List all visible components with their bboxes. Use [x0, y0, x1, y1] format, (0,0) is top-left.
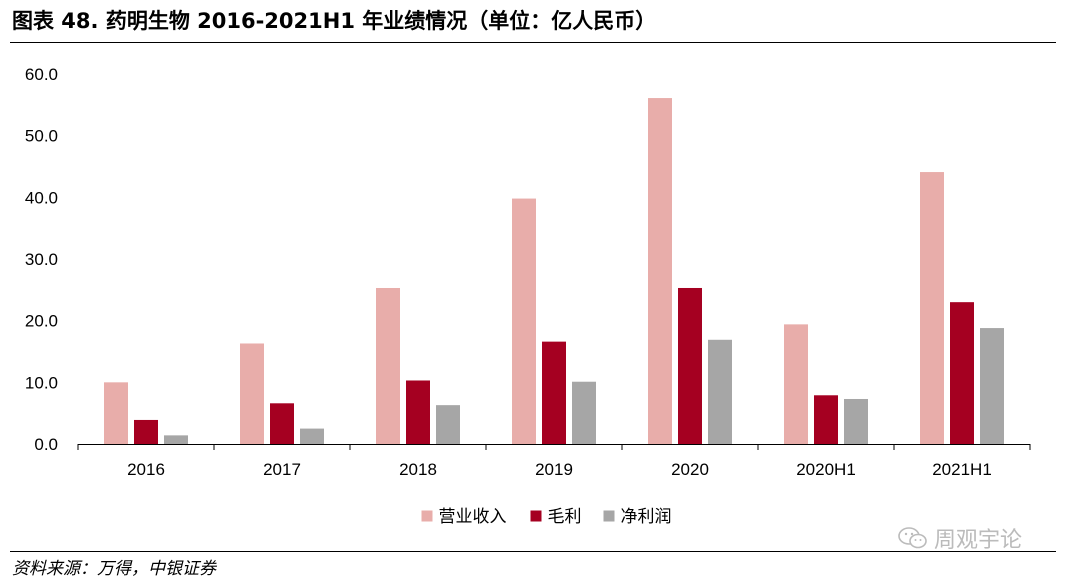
x-axis-ticks: 2016 2017 2018 2019 2020 2020H1 2021H1 — [77, 444, 1031, 479]
bar-2016-营业收入 — [104, 382, 128, 444]
watermark: 周观宇论 — [898, 522, 1022, 554]
bar-2020-净利润 — [708, 339, 732, 444]
x-tick-label-2018: 2018 — [399, 460, 437, 479]
watermark-text: 周观宇论 — [934, 528, 1023, 553]
bar-2016-净利润 — [164, 435, 188, 444]
bar-2020H1-营业收入 — [784, 324, 808, 444]
bar-2019-营业收入 — [512, 198, 536, 444]
legend-swatch-净利润 — [603, 510, 615, 522]
x-tick-label-2019: 2019 — [535, 460, 573, 479]
bar-2017-营业收入 — [240, 343, 264, 444]
chart-title: 图表 48. 药明生物 2016-2021H1 年业绩情况（单位：亿人民币） — [12, 9, 657, 33]
bar-2019-净利润 — [572, 381, 596, 444]
y-tick-label-3: 30.0 — [25, 250, 58, 269]
bar-2018-毛利 — [406, 380, 430, 444]
bar-2019-毛利 — [542, 341, 566, 444]
legend-label-营业收入: 营业收入 — [439, 507, 507, 527]
bar-2018-净利润 — [436, 405, 460, 444]
y-tick-label-0: 0.0 — [34, 435, 58, 454]
bar-2017-净利润 — [300, 428, 324, 444]
x-tick-label-2020H1: 2020H1 — [796, 460, 856, 479]
wechat-icon — [898, 527, 927, 549]
bar-2017-毛利 — [270, 403, 294, 444]
bar-2021H1-营业收入 — [920, 172, 944, 445]
bar-2020-营业收入 — [648, 98, 672, 445]
bar-series-group — [104, 98, 1004, 445]
legend-swatch-营业收入 — [421, 510, 433, 522]
bar-2020H1-净利润 — [844, 398, 868, 444]
bar-2021H1-毛利 — [950, 302, 974, 444]
bar-2020-毛利 — [678, 287, 702, 444]
y-tick-label-2: 20.0 — [25, 312, 58, 331]
x-tick-label-2020: 2020 — [671, 460, 709, 479]
top-rule — [10, 42, 1056, 43]
x-tick-label-2016: 2016 — [127, 460, 165, 479]
bar-2020H1-毛利 — [814, 395, 838, 444]
bar-2021H1-净利润 — [980, 328, 1004, 444]
bar-2018-营业收入 — [376, 287, 400, 444]
legend-label-毛利: 毛利 — [548, 507, 582, 527]
y-axis-ticks: 0.0 10.0 20.0 30.0 40.0 50.0 60.0 — [25, 65, 58, 454]
source-note: 资料来源：万得，中银证券 — [12, 559, 216, 579]
y-tick-label-6: 60.0 — [25, 65, 58, 84]
y-tick-label-5: 50.0 — [25, 127, 58, 146]
bar-chart: 0.0 10.0 20.0 30.0 40.0 50.0 60.0 2016 2017 2018… — [25, 65, 1031, 527]
legend-label-净利润: 净利润 — [621, 507, 672, 527]
y-tick-label-4: 40.0 — [25, 188, 58, 207]
legend: 营业收入 毛利 净利润 — [421, 507, 672, 527]
x-tick-label-2017: 2017 — [263, 460, 301, 479]
x-tick-label-2021H1: 2021H1 — [932, 460, 992, 479]
legend-swatch-毛利 — [530, 510, 542, 522]
bottom-rule — [10, 551, 1056, 552]
bar-2016-毛利 — [134, 419, 158, 444]
y-tick-label-1: 10.0 — [25, 373, 58, 392]
